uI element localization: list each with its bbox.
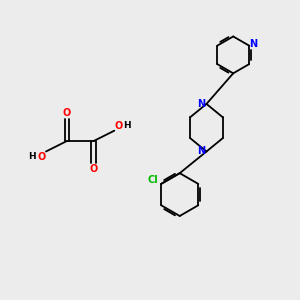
Text: O: O (115, 121, 123, 130)
Text: Cl: Cl (148, 175, 158, 185)
Text: N: N (197, 146, 206, 157)
Text: N: N (197, 99, 206, 109)
Text: O: O (38, 152, 46, 161)
Text: O: O (89, 164, 98, 174)
Text: H: H (123, 121, 130, 130)
Text: N: N (249, 39, 257, 49)
Text: H: H (28, 152, 35, 161)
Text: O: O (63, 108, 71, 118)
